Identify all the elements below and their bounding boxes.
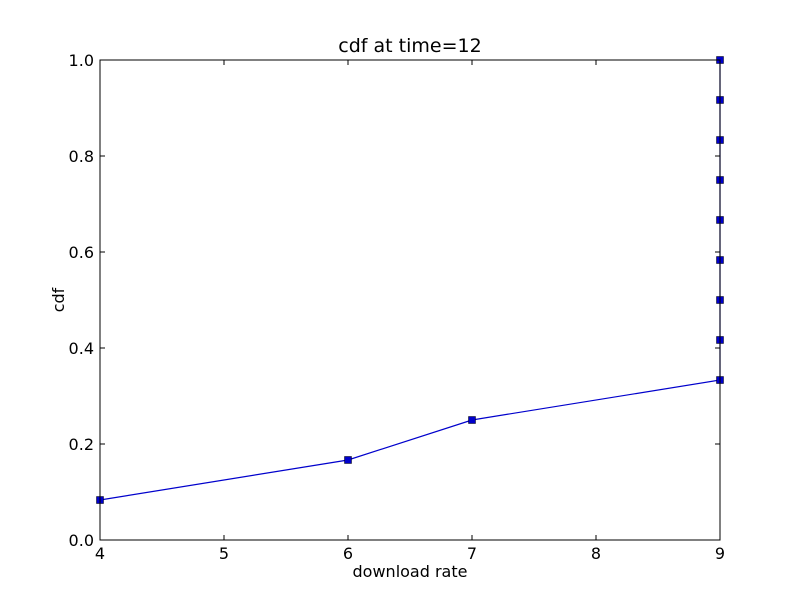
x-tick-label: 7 [467, 544, 477, 563]
data-point [344, 456, 352, 464]
chart-title: cdf at time=12 [338, 35, 481, 57]
x-tick-label: 4 [95, 544, 105, 563]
y-tick-label: 0.6 [69, 243, 94, 262]
y-tick-label: 0.8 [69, 147, 94, 166]
y-axis-ticks: 0.0 0.2 0.4 0.6 0.8 1.0 [69, 51, 720, 550]
x-tick-label: 5 [219, 544, 229, 563]
y-tick-label: 0.0 [69, 531, 94, 550]
plot-frame [99, 59, 721, 541]
x-axis-title: download rate [353, 562, 468, 581]
y-tick-label: 1.0 [69, 51, 94, 70]
y-axis-title: cdf [49, 287, 68, 312]
x-tick-label: 9 [715, 544, 725, 563]
x-tick-label: 8 [591, 544, 601, 563]
x-axis-ticks: 4 5 6 7 8 9 [95, 60, 725, 563]
data-point [468, 416, 476, 424]
x-tick-label: 6 [343, 544, 353, 563]
plot-area [100, 60, 720, 540]
y-tick-label: 0.4 [69, 339, 94, 358]
y-tick-label: 0.2 [69, 435, 94, 454]
